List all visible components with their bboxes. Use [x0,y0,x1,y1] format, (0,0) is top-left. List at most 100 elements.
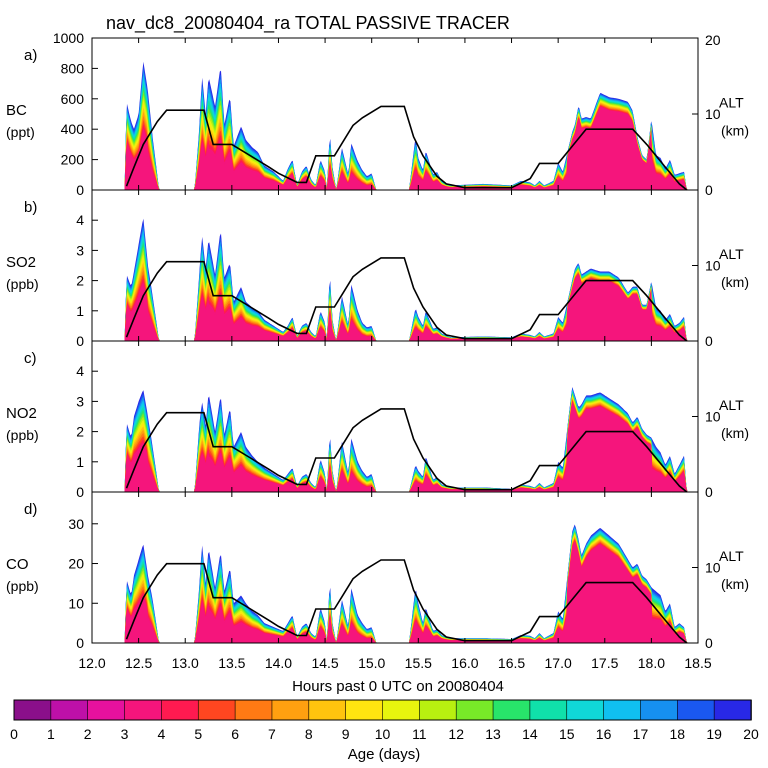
y-tick-label: 4 [76,363,84,379]
colorbar-tick-label: 13 [485,726,501,742]
colorbar-tick-label: 15 [559,726,575,742]
colorbar-swatch-3 [124,699,163,721]
colorbar-tick-label: 8 [305,726,313,742]
unit-label: (ppb) [6,427,39,443]
alt-axis-label: ALT [719,548,744,564]
x-tick-label: 15.0 [358,655,385,671]
alt-tick-label: 10 [705,258,721,274]
x-tick-label: 17.0 [545,655,572,671]
altitude-line [125,408,688,493]
alt-tick-label: 10 [705,409,721,425]
colorbar-tick-label: 0 [10,726,18,742]
x-axis-label: Hours past 0 UTC on 20080404 [292,678,504,695]
y-tick-label: 800 [61,60,85,76]
alt-axis-label: ALT [719,94,744,110]
y-tick-label: 600 [61,91,85,107]
colorbar-tick-label: 18 [670,726,686,742]
colorbar-tick-label: 12 [448,726,464,742]
age-band-core [124,542,689,643]
colorbar-tick-label: 4 [158,726,166,742]
alt-axis-unit: (km) [721,576,749,592]
colorbar-tick-label: 19 [706,726,722,742]
alt-axis-label: ALT [719,397,744,413]
alt-tick-label: 0 [705,484,713,500]
colorbar-tick-label: 9 [342,726,350,742]
y-tick-label: 1 [76,303,84,319]
x-tick-label: 16.0 [451,655,478,671]
alt-tick-label: 0 [705,333,713,349]
colorbar-tick-label: 1 [47,726,55,742]
y-tick-label: 3 [76,393,84,409]
colorbar-tick-label: 11 [412,726,427,742]
x-axis: 12.0 12.5 13.0 13.5 14.0 14.5 15.0 15.5 16.0 16.5… [78,655,711,671]
alt-axis-label: ALT [719,246,744,262]
y-tick-label: 30 [68,516,84,532]
age-band-core [124,274,689,341]
y-tick-label: 0 [76,635,84,651]
colorbar-tick-label: 20 [743,726,759,742]
alt-tick-label: 10 [705,560,721,576]
colorbar-swatch-0 [13,699,52,721]
y-tick-label: 0 [76,484,84,500]
panel-letter: a) [24,47,37,64]
age-band-core [124,107,689,190]
colorbar-swatch-12 [455,699,494,721]
panel-letter: c) [24,350,37,367]
colorbar: 0 1 2 3 4 5 6 7 8 9 10 11 12 13 14 15 16 17 18 19 20 [10,699,759,742]
colorbar-swatch-18 [676,699,715,721]
species-label: NO2 [6,405,37,422]
colorbar-tick-label: 6 [231,726,239,742]
y-tick-label: 3 [76,242,84,258]
y-tick-label: 0 [76,333,84,349]
x-tick-label: 13.0 [172,655,199,671]
altitude-line [125,559,688,644]
colorbar-frame [13,699,752,721]
alt-axis-unit: (km) [721,122,749,138]
x-tick-label: 14.5 [311,655,338,671]
species-label: SO2 [6,254,36,271]
x-tick-label: 18.5 [684,655,711,671]
y-tick-label: 400 [61,121,85,137]
y-tick-label: 1 [76,454,84,470]
x-tick-label: 14.0 [265,655,292,671]
alt-axis-unit: (km) [721,274,749,290]
colorbar-label: Age (days) [348,746,421,763]
y-tick-label: 0 [76,182,84,198]
y-tick-label: 2 [76,273,84,289]
altitude-line [125,105,688,191]
alt-tick-label: 0 [705,635,713,651]
colorbar-swatch-6 [234,699,273,721]
colorbar-tick-label: 2 [84,726,92,742]
altitude-line [125,257,688,342]
x-tick-label: 15.5 [405,655,432,671]
colorbar-tick-label: 14 [522,726,538,742]
panel-letter: b) [24,199,37,216]
colorbar-swatch-14 [529,699,568,721]
colorbar-swatch-16 [603,699,642,721]
panels-group: 0200400600800100001020ALT(km)a)BC(ppt)01… [6,30,749,651]
alt-tick-label: 20 [705,32,721,48]
colorbar-swatch-17 [640,699,679,721]
colorbar-tick-label: 5 [194,726,202,742]
panel-letter: d) [24,501,37,518]
y-tick-label: 20 [68,556,84,572]
y-tick-label: 1000 [53,30,84,46]
colorbar-swatch-7 [271,699,310,721]
x-tick-label: 13.5 [218,655,245,671]
colorbar-swatch-19 [713,699,752,721]
age-band-core [124,402,689,492]
y-tick-label: 10 [68,595,84,611]
alt-axis-unit: (km) [721,425,749,441]
unit-label: (ppb) [6,276,39,292]
x-tick-label: 16.5 [498,655,525,671]
x-tick-label: 17.5 [591,655,618,671]
x-tick-label: 12.0 [78,655,105,671]
x-tick-label: 12.5 [125,655,152,671]
colorbar-tick-label: 17 [633,726,649,742]
colorbar-tick-label: 10 [375,726,391,742]
x-tick-label: 18.0 [638,655,665,671]
unit-label: (ppb) [6,578,39,594]
